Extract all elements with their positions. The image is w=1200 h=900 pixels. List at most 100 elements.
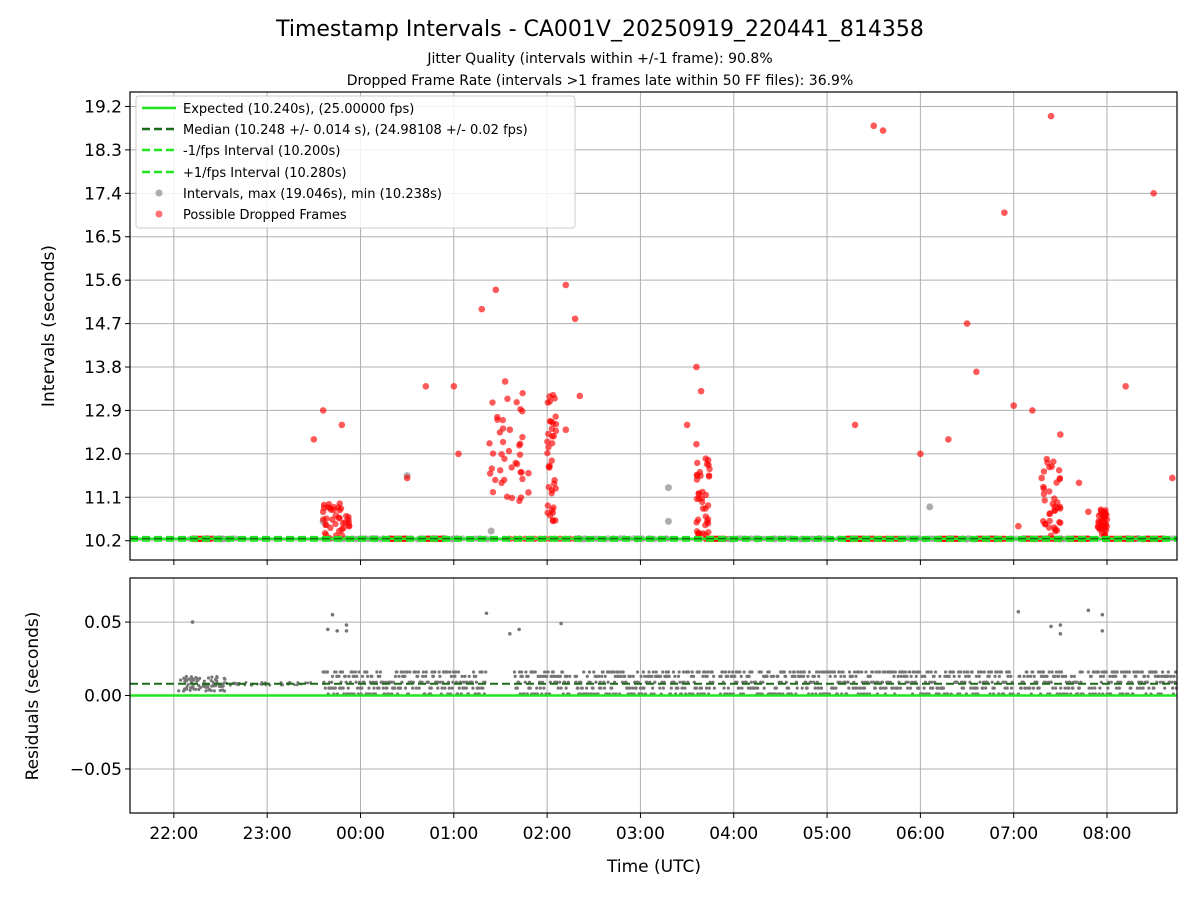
residual-point: [788, 670, 792, 674]
residual-point: [1136, 670, 1140, 674]
dropped-frame-point: [1040, 485, 1047, 492]
residual-point: [1080, 670, 1084, 674]
residual-point: [643, 674, 647, 679]
dropped-frame-point: [870, 122, 878, 130]
residual-point: [812, 674, 816, 679]
residual-point: [1145, 680, 1150, 684]
residual-point: [1117, 686, 1121, 690]
residuals-series: [130, 608, 1178, 697]
residual-point: [706, 670, 710, 674]
residual-point: [899, 674, 903, 679]
residual-point: [513, 674, 517, 679]
residual-point: [860, 670, 864, 674]
dropped-frame-point: [327, 506, 335, 513]
intervals-y-tick-label: 11.1: [84, 488, 122, 508]
residual-point: [1096, 670, 1101, 674]
residual-point: [1147, 686, 1151, 690]
residual-point: [463, 674, 467, 679]
residual-point: [883, 670, 887, 674]
residual-point: [712, 674, 716, 679]
residual-point: [891, 686, 895, 690]
residual-point: [423, 674, 428, 679]
residual-outlier-point: [335, 629, 339, 633]
residual-point: [1134, 674, 1138, 679]
residual-outlier-point: [1049, 624, 1053, 629]
residual-point: [1041, 670, 1046, 674]
dropped-frame-point: [525, 489, 532, 496]
dropped-frame-point: [506, 426, 514, 434]
residual-point: [786, 686, 791, 690]
residual-point: [393, 674, 398, 679]
residual-outlier-point: [1058, 623, 1063, 627]
dropped-frame-point: [501, 455, 508, 462]
residual-point: [385, 686, 389, 690]
residual-point: [551, 670, 555, 674]
residual-point: [813, 686, 817, 690]
residual-point: [951, 670, 956, 674]
dropped-frame-point: [544, 502, 552, 509]
dropped-frame-point: [492, 286, 500, 294]
residual-point: [819, 686, 824, 690]
dropped-frame-point: [693, 363, 700, 371]
residual-point: [416, 670, 421, 674]
legend-expected-label: Expected (10.240s), (25.00000 fps): [183, 102, 414, 117]
residual-point: [481, 686, 485, 690]
residual-point: [690, 670, 694, 674]
residual-point: [722, 686, 726, 690]
legend-box: [135, 95, 576, 229]
residual-point: [868, 674, 872, 679]
residual-point: [436, 686, 440, 690]
residual-point: [381, 686, 385, 690]
legend-intervals-label: Intervals, max (19.046s), min (10.238s): [183, 187, 442, 202]
dropped-frame-point: [508, 464, 515, 471]
residual-point: [943, 670, 948, 674]
dropped-frame-point: [1050, 458, 1057, 465]
time-x-tick-label: 05:00: [803, 824, 852, 844]
residual-point: [995, 670, 999, 674]
residual-point: [377, 686, 381, 690]
residual-point: [658, 686, 662, 690]
residual-point: [800, 686, 804, 690]
residual-point: [520, 674, 524, 679]
residual-point: [864, 670, 868, 674]
residual-point: [796, 670, 800, 674]
time-x-axis-label: Time (UTC): [606, 857, 701, 877]
residual-point: [190, 685, 194, 689]
residual-point: [1045, 674, 1049, 679]
dropped-frame-point: [486, 440, 493, 447]
residual-point: [697, 670, 701, 674]
residual-point: [1006, 674, 1010, 679]
residual-point: [966, 670, 970, 674]
residual-point: [833, 674, 837, 679]
dropped-frame-point: [492, 476, 499, 484]
residual-point: [1089, 674, 1093, 679]
dropped-frame-point: [1041, 497, 1048, 504]
residual-point: [1171, 686, 1175, 690]
residual-point: [873, 686, 877, 690]
residual-point: [421, 670, 426, 674]
residual-point: [874, 670, 878, 674]
dropped-frame-point: [699, 488, 706, 496]
dropped-frame-point: [498, 450, 505, 458]
dropped-frame-point: [403, 474, 411, 482]
dropped-frame-point: [1040, 490, 1048, 498]
intervals-y-tick-label: 14.7: [84, 315, 122, 335]
dropped-frame-point: [332, 512, 340, 519]
residual-point: [401, 670, 405, 674]
residual-point: [222, 676, 226, 680]
residuals-y-tick-label: 0.05: [84, 613, 122, 633]
residual-point: [878, 670, 882, 674]
dropped-frame-point: [697, 387, 705, 395]
residual-point: [1108, 674, 1112, 679]
residual-point: [930, 680, 934, 684]
residual-point: [343, 674, 347, 679]
residual-point: [681, 670, 686, 674]
dropped-frame-point: [1010, 402, 1017, 409]
dropped-frame-point: [516, 451, 524, 458]
residual-point: [202, 679, 206, 683]
residual-point: [841, 670, 845, 674]
residual-point: [564, 686, 568, 690]
dropped-frame-point: [332, 520, 339, 528]
dropped-frame-point: [1046, 517, 1053, 525]
residual-point: [938, 674, 942, 679]
